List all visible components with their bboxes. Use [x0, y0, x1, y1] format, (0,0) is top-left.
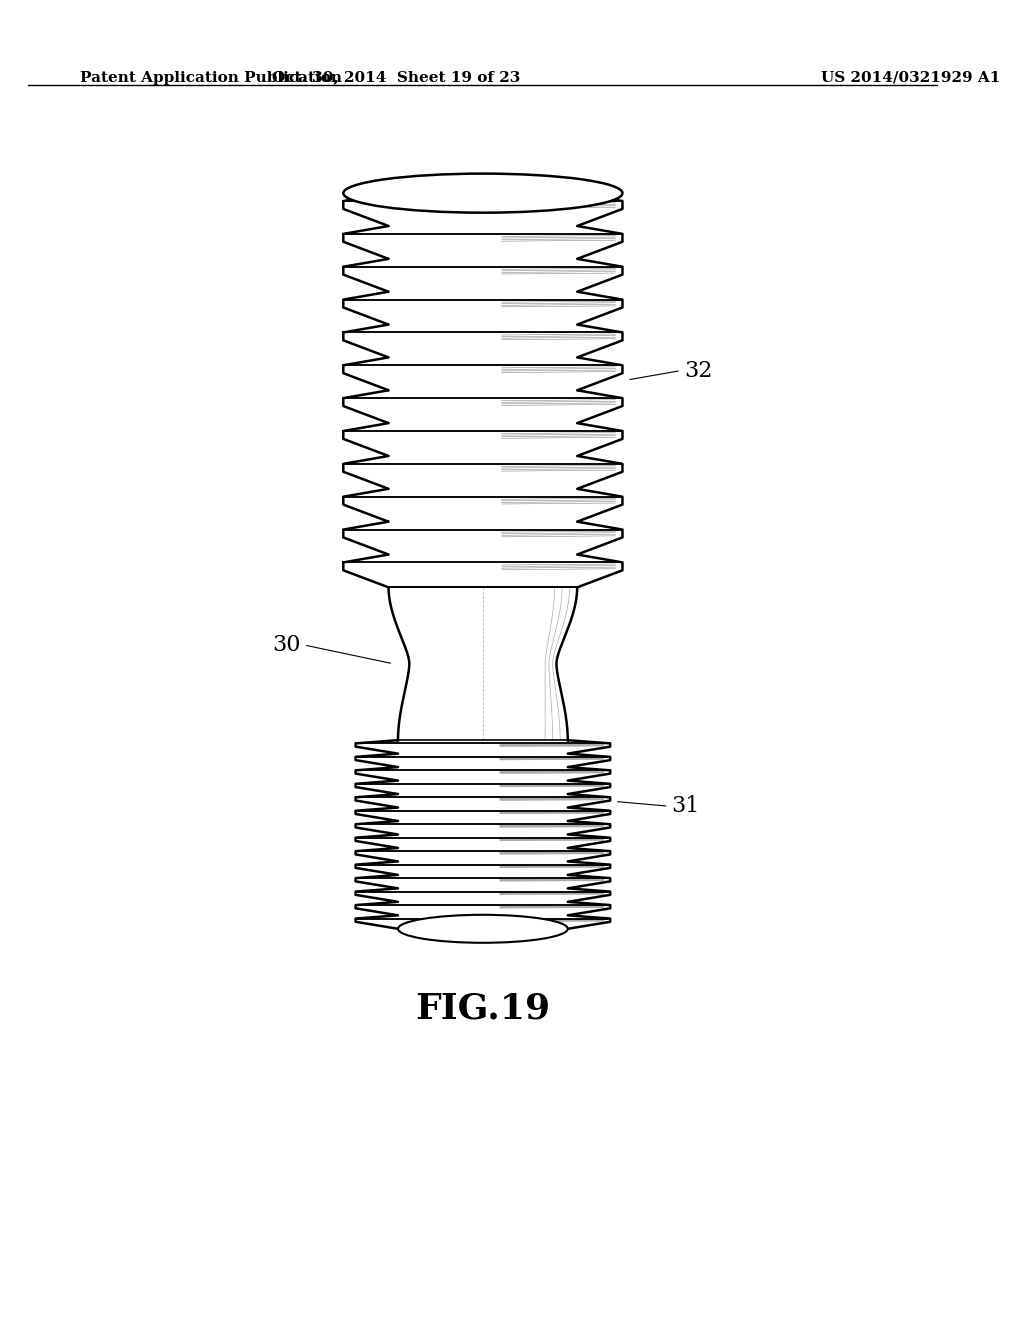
Text: FIG.19: FIG.19	[416, 991, 551, 1026]
Text: 30: 30	[272, 634, 301, 656]
Text: 31: 31	[672, 795, 699, 817]
Ellipse shape	[398, 915, 567, 942]
Ellipse shape	[343, 174, 623, 213]
Text: 32: 32	[684, 359, 712, 381]
Text: Oct. 30, 2014  Sheet 19 of 23: Oct. 30, 2014 Sheet 19 of 23	[272, 70, 520, 84]
Text: US 2014/0321929 A1: US 2014/0321929 A1	[820, 70, 999, 84]
Text: Patent Application Publication: Patent Application Publication	[80, 70, 342, 84]
